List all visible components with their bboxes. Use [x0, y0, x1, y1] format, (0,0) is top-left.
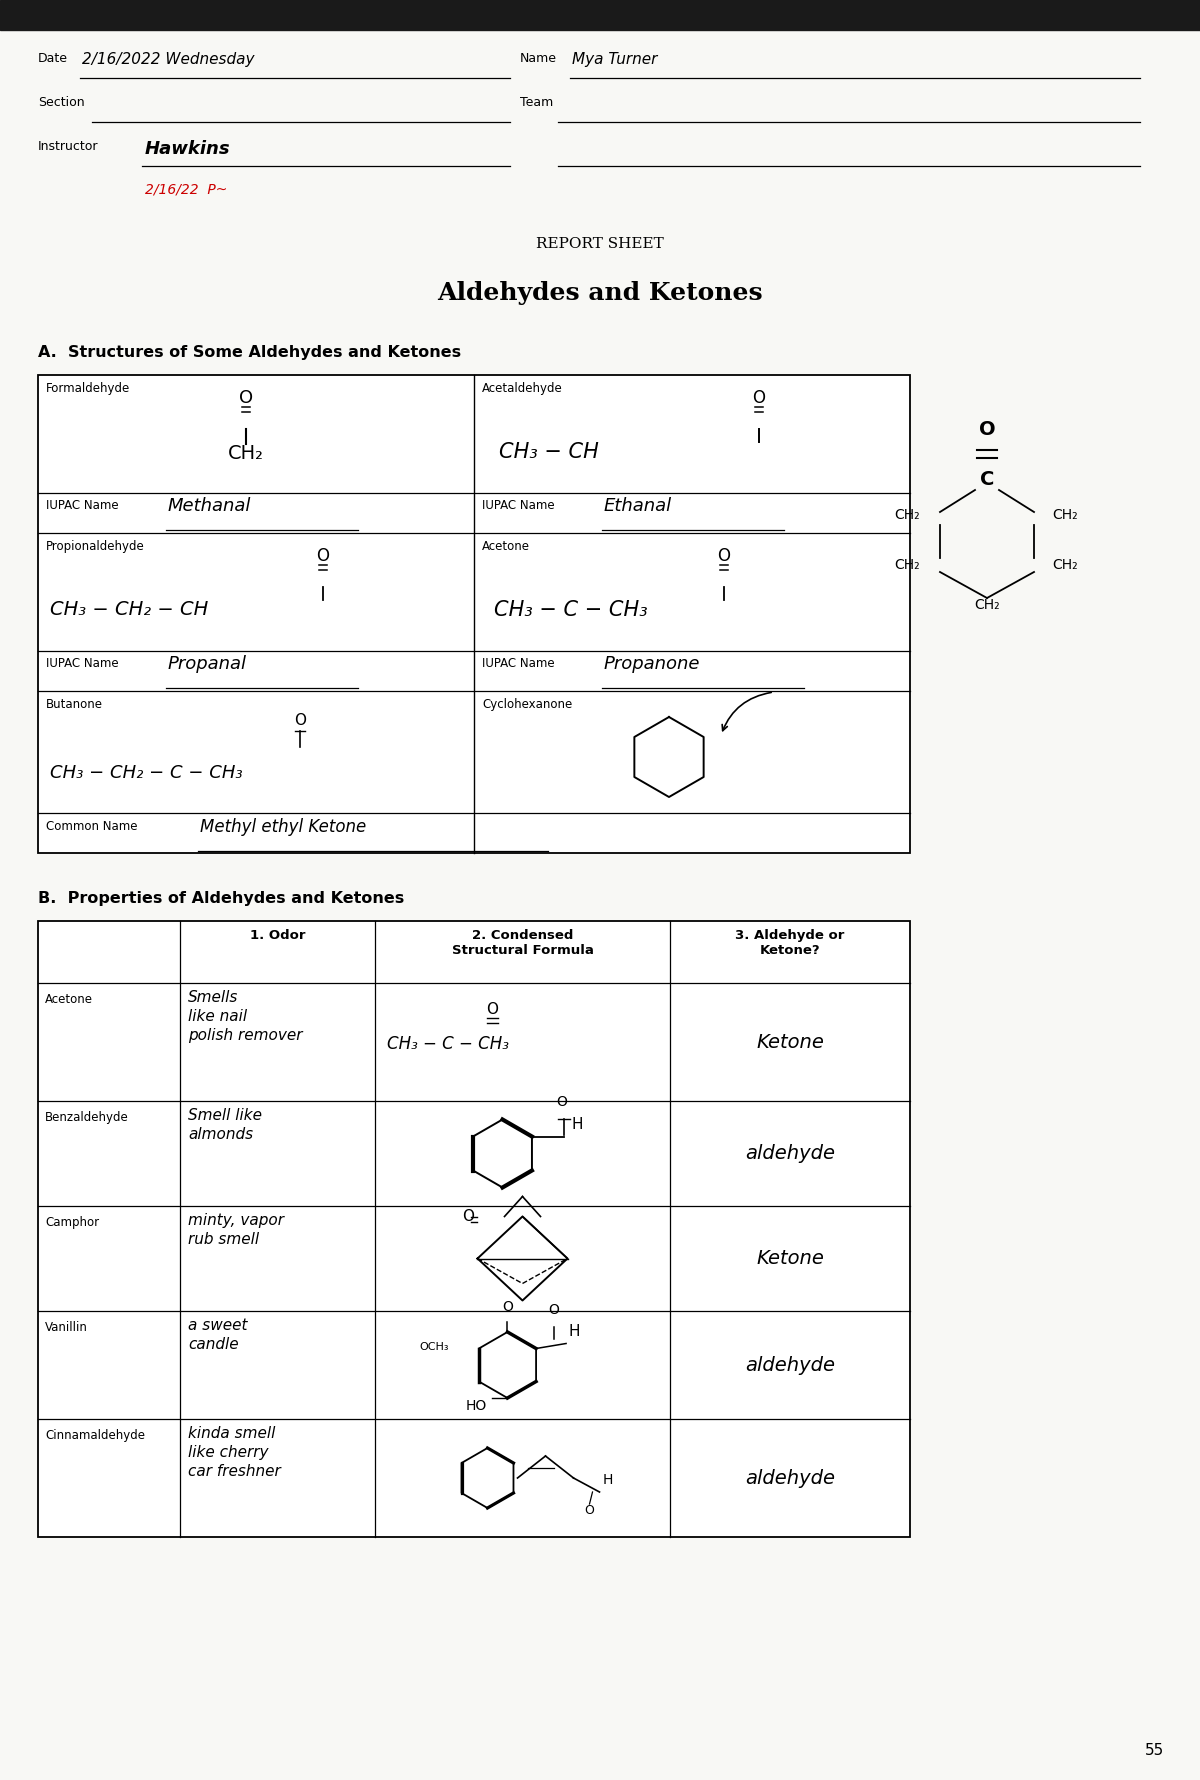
Text: HO: HO [466, 1399, 487, 1413]
Text: CH₂: CH₂ [228, 443, 264, 463]
Text: IUPAC Name: IUPAC Name [46, 657, 119, 669]
Text: A.  Structures of Some Aldehydes and Ketones: A. Structures of Some Aldehydes and Keto… [38, 345, 461, 360]
Text: CH₂: CH₂ [1052, 507, 1078, 522]
Text: Vanillin: Vanillin [46, 1321, 88, 1333]
Text: 55: 55 [1145, 1743, 1165, 1759]
Text: Propanal: Propanal [168, 655, 247, 673]
Text: C: C [980, 470, 994, 490]
Text: O: O [317, 546, 330, 564]
Text: Date: Date [38, 52, 68, 66]
Text: Instructor: Instructor [38, 141, 98, 153]
Text: B.  Properties of Aldehydes and Ketones: B. Properties of Aldehydes and Ketones [38, 892, 404, 906]
Text: O: O [718, 546, 731, 564]
Text: Methyl ethyl Ketone: Methyl ethyl Ketone [200, 819, 366, 837]
Text: Cinnamaldehyde: Cinnamaldehyde [46, 1429, 145, 1442]
Bar [38, 376, 910, 853]
Text: 2. Condensed
Structural Formula: 2. Condensed Structural Formula [451, 929, 594, 958]
Text: OCH₃: OCH₃ [420, 1342, 449, 1353]
Text: Formaldehyde: Formaldehyde [46, 383, 131, 395]
Text: Smells
like nail
polish remover: Smells like nail polish remover [188, 990, 302, 1043]
Text: Ketone: Ketone [756, 1032, 824, 1052]
Text: CH₂: CH₂ [1052, 557, 1078, 571]
Text: IUPAC Name: IUPAC Name [482, 498, 554, 513]
Text: Ketone: Ketone [756, 1250, 824, 1267]
Text: CH₂: CH₂ [974, 598, 1000, 612]
Text: Propionaldehyde: Propionaldehyde [46, 539, 145, 554]
Text: O: O [548, 1303, 559, 1317]
Text: a sweet
candle: a sweet candle [188, 1317, 247, 1353]
Text: Aldehydes and Ketones: Aldehydes and Ketones [437, 281, 763, 304]
Text: Cyclohexanone: Cyclohexanone [482, 698, 572, 710]
Text: Smell like
almonds: Smell like almonds [188, 1107, 262, 1143]
Text: kinda smell
like cherry
car freshner: kinda smell like cherry car freshner [188, 1426, 281, 1479]
Text: O: O [752, 390, 766, 408]
Text: 2/16/22  P~: 2/16/22 P~ [145, 182, 227, 196]
Text: Benzaldehyde: Benzaldehyde [46, 1111, 128, 1123]
Text: O: O [294, 714, 306, 728]
Text: CH₂: CH₂ [894, 507, 920, 522]
Text: Propanone: Propanone [604, 655, 701, 673]
Text: H: H [572, 1116, 583, 1132]
Text: aldehyde: aldehyde [745, 1356, 835, 1374]
Text: CH₃ − CH₂ − C − CH₃: CH₃ − CH₂ − C − CH₃ [50, 764, 242, 781]
Text: 2/16/2022 Wednesday: 2/16/2022 Wednesday [82, 52, 254, 68]
Text: Ethanal: Ethanal [604, 497, 672, 514]
Text: CH₃ − C − CH₃: CH₃ − C − CH₃ [494, 600, 648, 619]
Bar [0, 0, 1200, 30]
Text: minty, vapor
rub smell: minty, vapor rub smell [188, 1212, 284, 1248]
Text: O: O [462, 1209, 474, 1225]
Text: O: O [486, 1002, 498, 1016]
Text: Hawkins: Hawkins [145, 141, 230, 158]
Text: Team: Team [520, 96, 553, 109]
Text: CH₃ − CH: CH₃ − CH [499, 441, 599, 463]
Text: O: O [979, 420, 995, 440]
Text: aldehyde: aldehyde [745, 1468, 835, 1488]
Text: H: H [568, 1324, 580, 1339]
Text: IUPAC Name: IUPAC Name [482, 657, 554, 669]
Text: H: H [602, 1474, 613, 1486]
Text: Acetone: Acetone [46, 993, 94, 1006]
Text: O: O [239, 390, 253, 408]
Text: CH₂: CH₂ [894, 557, 920, 571]
Text: 1. Odor: 1. Odor [250, 929, 305, 942]
Text: Mya Turner: Mya Turner [572, 52, 658, 68]
Text: Acetone: Acetone [482, 539, 530, 554]
Text: CH₃ − C − CH₃: CH₃ − C − CH₃ [386, 1034, 509, 1054]
Text: 3. Aldehyde or
Ketone?: 3. Aldehyde or Ketone? [736, 929, 845, 958]
Text: O: O [584, 1504, 594, 1517]
Text: REPORT SHEET: REPORT SHEET [536, 237, 664, 251]
Text: Common Name: Common Name [46, 821, 138, 833]
Text: O: O [502, 1299, 512, 1314]
Text: Section: Section [38, 96, 85, 109]
Text: O: O [557, 1095, 568, 1109]
Text: Camphor: Camphor [46, 1216, 100, 1228]
Text: IUPAC Name: IUPAC Name [46, 498, 119, 513]
Text: Butanone: Butanone [46, 698, 103, 710]
Text: Methanal: Methanal [168, 497, 251, 514]
Bar [38, 920, 910, 1536]
Text: Acetaldehyde: Acetaldehyde [482, 383, 563, 395]
Text: Name: Name [520, 52, 557, 66]
Text: aldehyde: aldehyde [745, 1145, 835, 1162]
Text: CH₃ − CH₂ − CH: CH₃ − CH₂ − CH [50, 600, 209, 619]
